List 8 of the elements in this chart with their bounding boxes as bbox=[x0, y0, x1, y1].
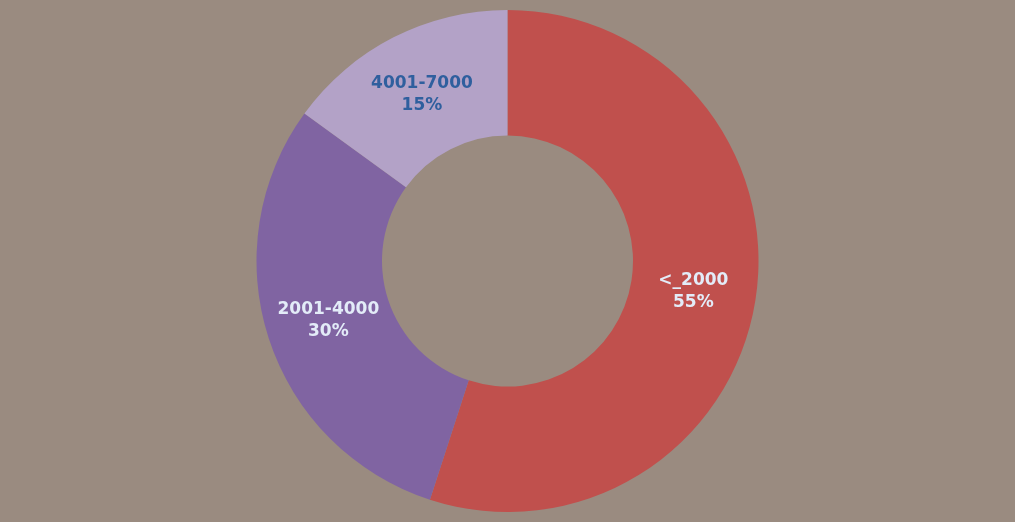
data-label: 55% bbox=[673, 291, 714, 312]
slice-label: <_2000 bbox=[658, 269, 729, 290]
donut-slice bbox=[256, 113, 469, 500]
donut-slice bbox=[304, 10, 508, 188]
data-label: 15% bbox=[401, 94, 443, 115]
slice-label: 4001-7000 bbox=[371, 72, 473, 93]
slice-label: 2001-4000 bbox=[277, 298, 380, 319]
data-label: 30% bbox=[308, 320, 349, 341]
